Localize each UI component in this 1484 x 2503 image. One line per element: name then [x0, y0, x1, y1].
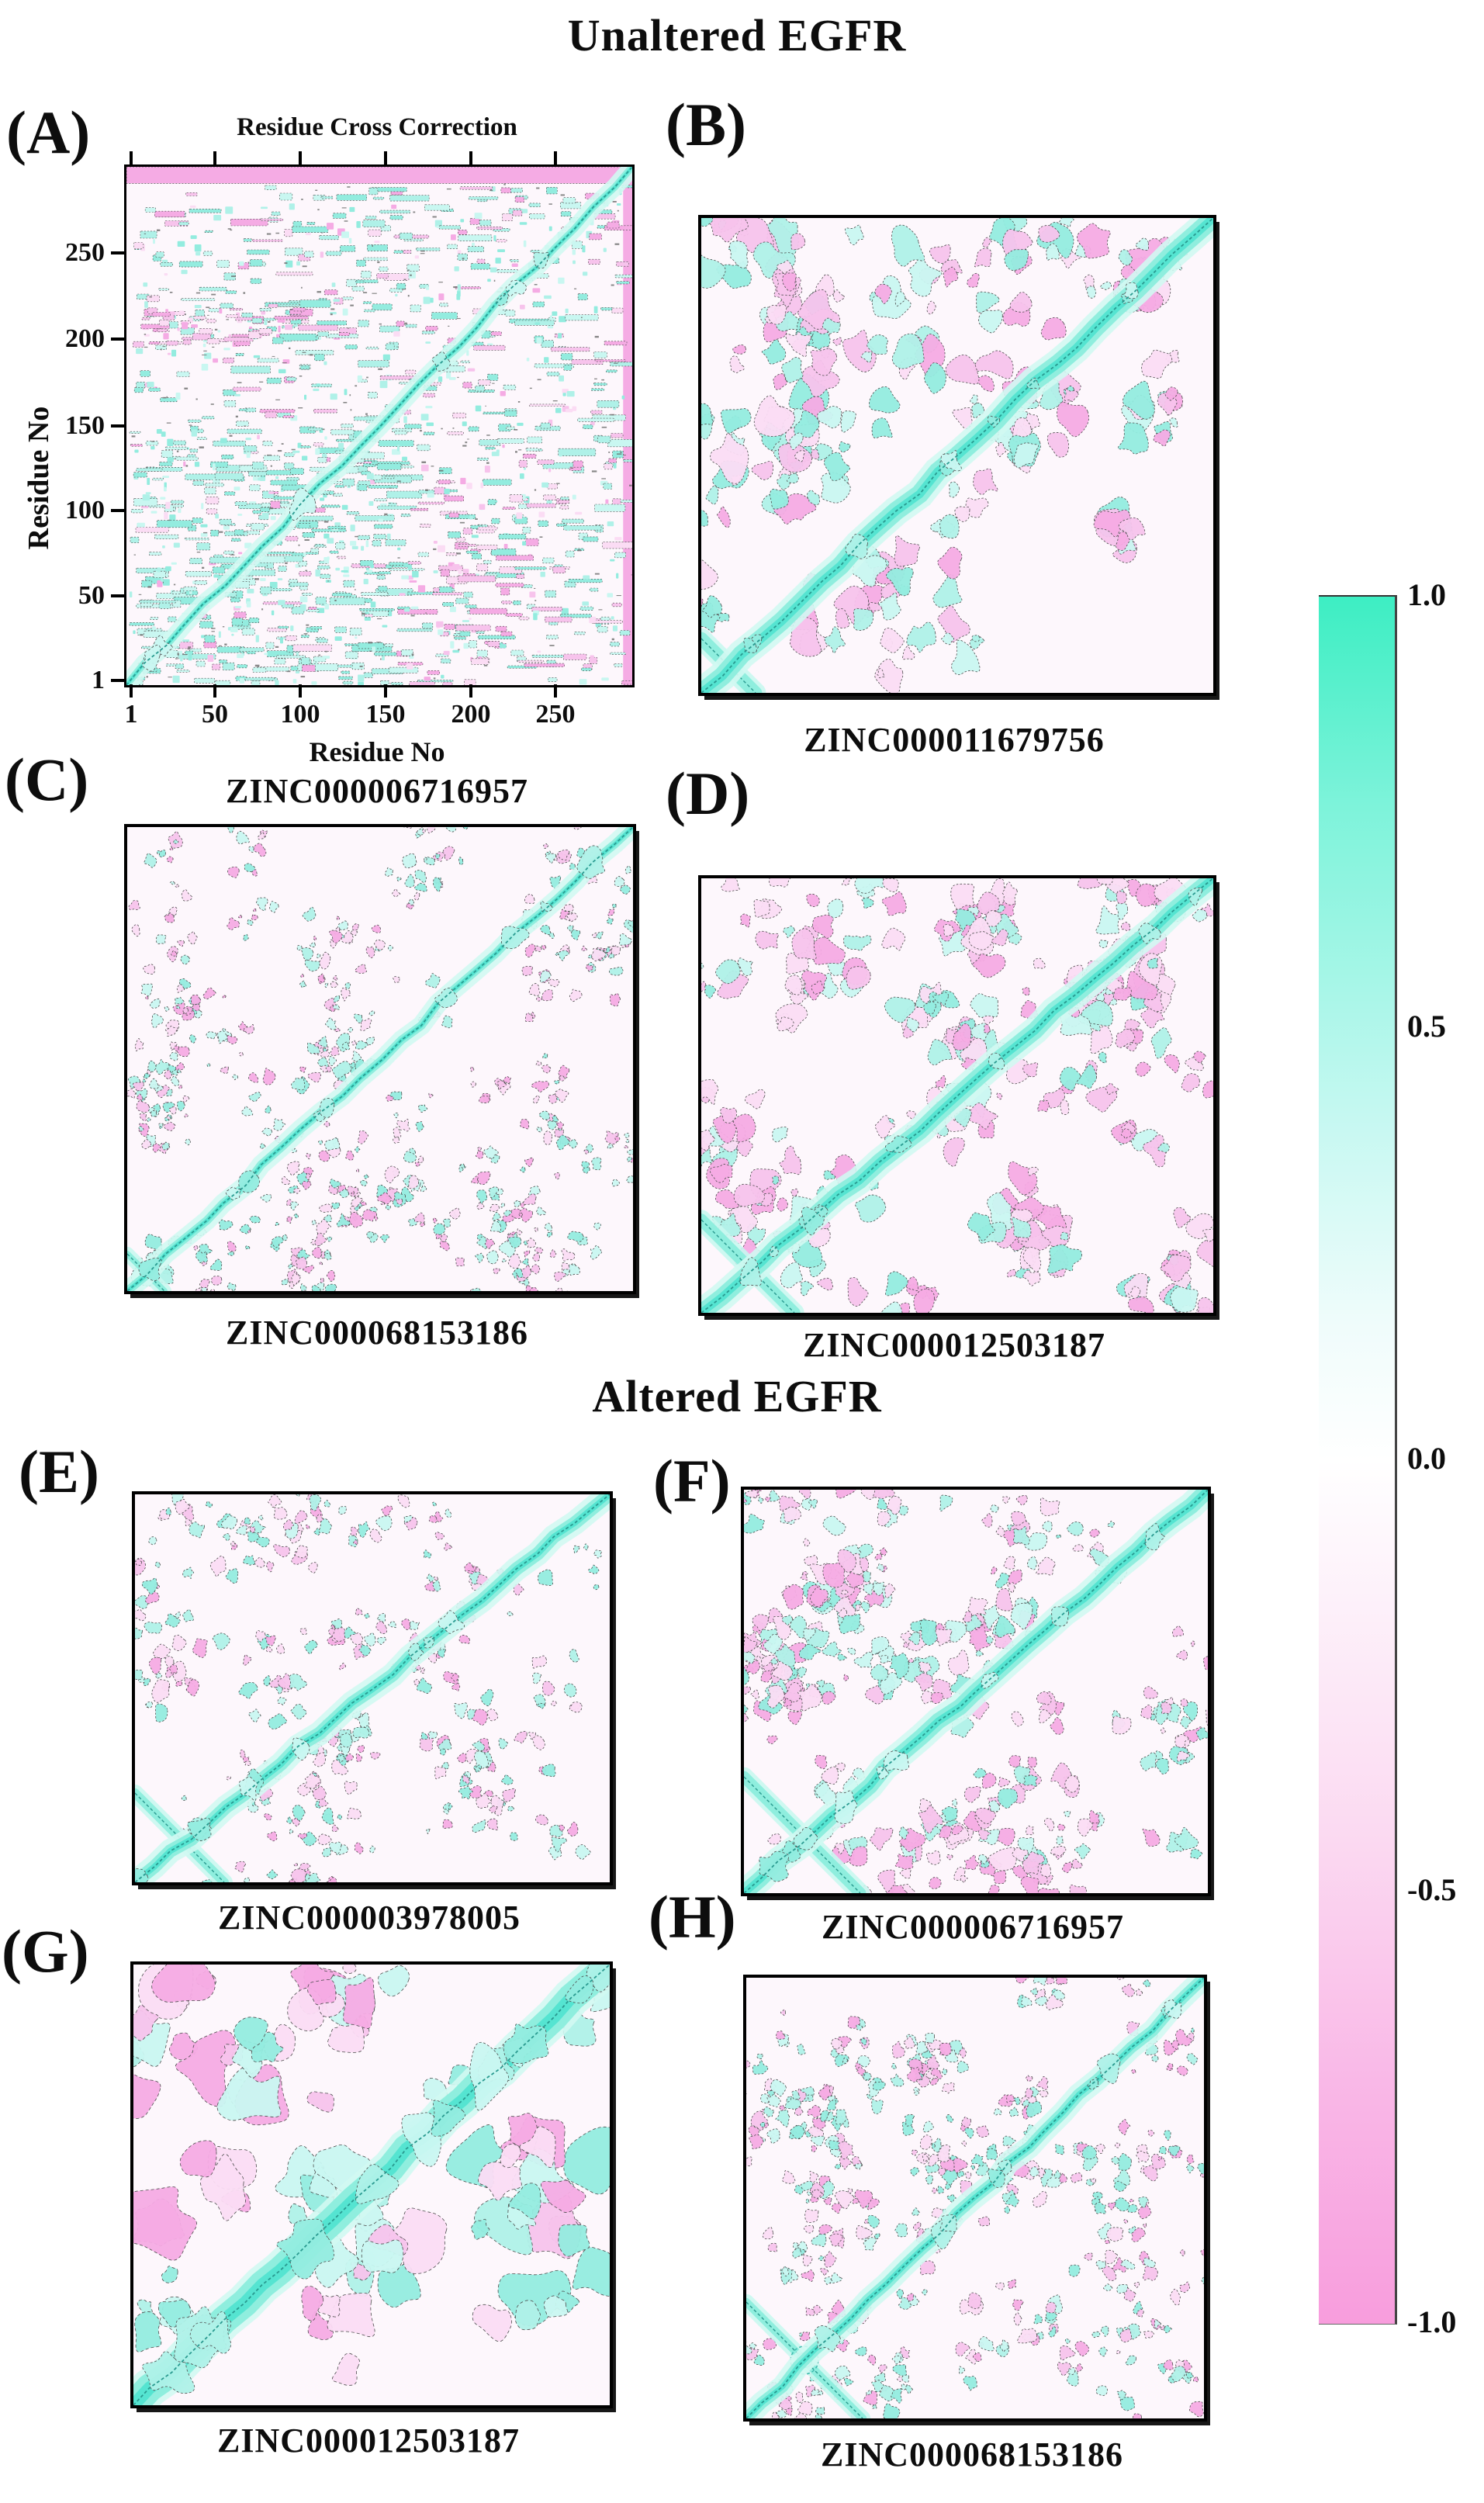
colorbar-tick-label: -1.0 — [1407, 2304, 1457, 2339]
a-x-tick-label: 200 — [451, 700, 491, 729]
heatmap-canvas-H — [746, 1978, 1204, 2418]
heatmap-canvas-G — [133, 1965, 610, 2405]
a-y-tick-label: 250 — [65, 238, 105, 267]
heatmap-panel-H — [743, 1975, 1207, 2422]
heatmap-panel-B — [698, 215, 1216, 696]
a-x-tickmark-top — [130, 151, 133, 164]
a-y-tick-label: 200 — [65, 324, 105, 353]
a-x-tickmark-bottom — [384, 684, 387, 698]
heatmap-canvas-D — [701, 878, 1213, 1313]
a-x-tick-label: 50 — [202, 700, 228, 729]
colorbar-tick-label: 1.0 — [1407, 577, 1446, 612]
a-y-tickmark — [111, 594, 124, 597]
a-x-tickmark-bottom — [130, 684, 133, 698]
a-x-tick-label: 250 — [535, 700, 576, 729]
a-y-tick-label: 50 — [78, 581, 105, 610]
a-y-tick-label: 100 — [65, 496, 105, 524]
colorbar-tick-label: -0.5 — [1407, 1872, 1457, 1907]
a-x-tick-label: 100 — [280, 700, 320, 729]
caption-D: ZINC000012503187 — [802, 1326, 1106, 1364]
caption-H: ZINC000068153186 — [820, 2435, 1124, 2474]
panel-A-xlabel: Residue No — [309, 736, 445, 767]
heatmap-canvas-C — [127, 827, 633, 1291]
panel-letter-E: (E) — [19, 1438, 99, 1505]
a-x-tickmark-bottom — [213, 684, 216, 698]
panel-letter-A: (A) — [6, 99, 91, 166]
a-x-tickmark-bottom — [299, 684, 302, 698]
heatmap-canvas-A — [126, 167, 632, 685]
panel-letter-F: (F) — [653, 1447, 731, 1515]
caption-F: ZINC000006716957 — [821, 1908, 1125, 1946]
a-x-tick-label: 150 — [365, 700, 406, 729]
a-x-tickmark-bottom — [554, 684, 557, 698]
heatmap-panel-F — [741, 1487, 1211, 1896]
heatmap-panel-C — [124, 824, 636, 1294]
a-y-tickmark — [111, 338, 124, 341]
panel-letter-G: (G) — [2, 1917, 89, 1985]
panel-A-title: Residue Cross Correction — [237, 113, 517, 141]
a-y-tickmark — [111, 679, 124, 682]
a-x-tickmark-top — [384, 151, 387, 164]
caption-E: ZINC000003978005 — [217, 1899, 521, 1937]
a-y-tick-label: 1 — [92, 666, 105, 694]
a-x-tickmark-top — [554, 151, 557, 164]
caption-C: ZINC000068153186 — [225, 1314, 529, 1352]
heatmap-canvas-F — [744, 1490, 1208, 1893]
a-x-tick-label: 1 — [124, 700, 138, 729]
heatmap-panel-G — [130, 1961, 613, 2408]
caption-A: ZINC000006716957 — [225, 772, 529, 810]
a-y-tick-label: 150 — [65, 411, 105, 440]
panel-letter-H: (H) — [649, 1883, 736, 1951]
heatmap-canvas-E — [135, 1494, 610, 1882]
panel-letter-B: (B) — [666, 91, 746, 158]
a-y-tickmark — [111, 509, 124, 512]
a-y-tickmark — [111, 251, 124, 254]
section-title-unaltered: Unaltered EGFR — [567, 10, 907, 61]
caption-G: ZINC000012503187 — [216, 2422, 521, 2460]
section-title-altered: Altered EGFR — [592, 1371, 882, 1421]
colorbar — [1319, 595, 1397, 2325]
heatmap-panel-A — [124, 164, 635, 687]
panel-letter-D: (D) — [666, 760, 750, 827]
heatmap-canvas-B — [701, 218, 1213, 693]
panel-letter-C: (C) — [5, 746, 89, 813]
a-x-tickmark-top — [299, 151, 302, 164]
caption-B: ZINC000011679756 — [804, 721, 1105, 759]
a-x-tickmark-top — [469, 151, 472, 164]
heatmap-panel-E — [132, 1491, 613, 1885]
a-x-tickmark-top — [213, 151, 216, 164]
colorbar-tick-label: 0.5 — [1407, 1009, 1446, 1044]
a-y-tickmark — [111, 424, 124, 428]
a-x-tickmark-bottom — [469, 684, 472, 698]
colorbar-tick-label: 0.0 — [1407, 1441, 1446, 1476]
heatmap-panel-D — [698, 875, 1216, 1316]
